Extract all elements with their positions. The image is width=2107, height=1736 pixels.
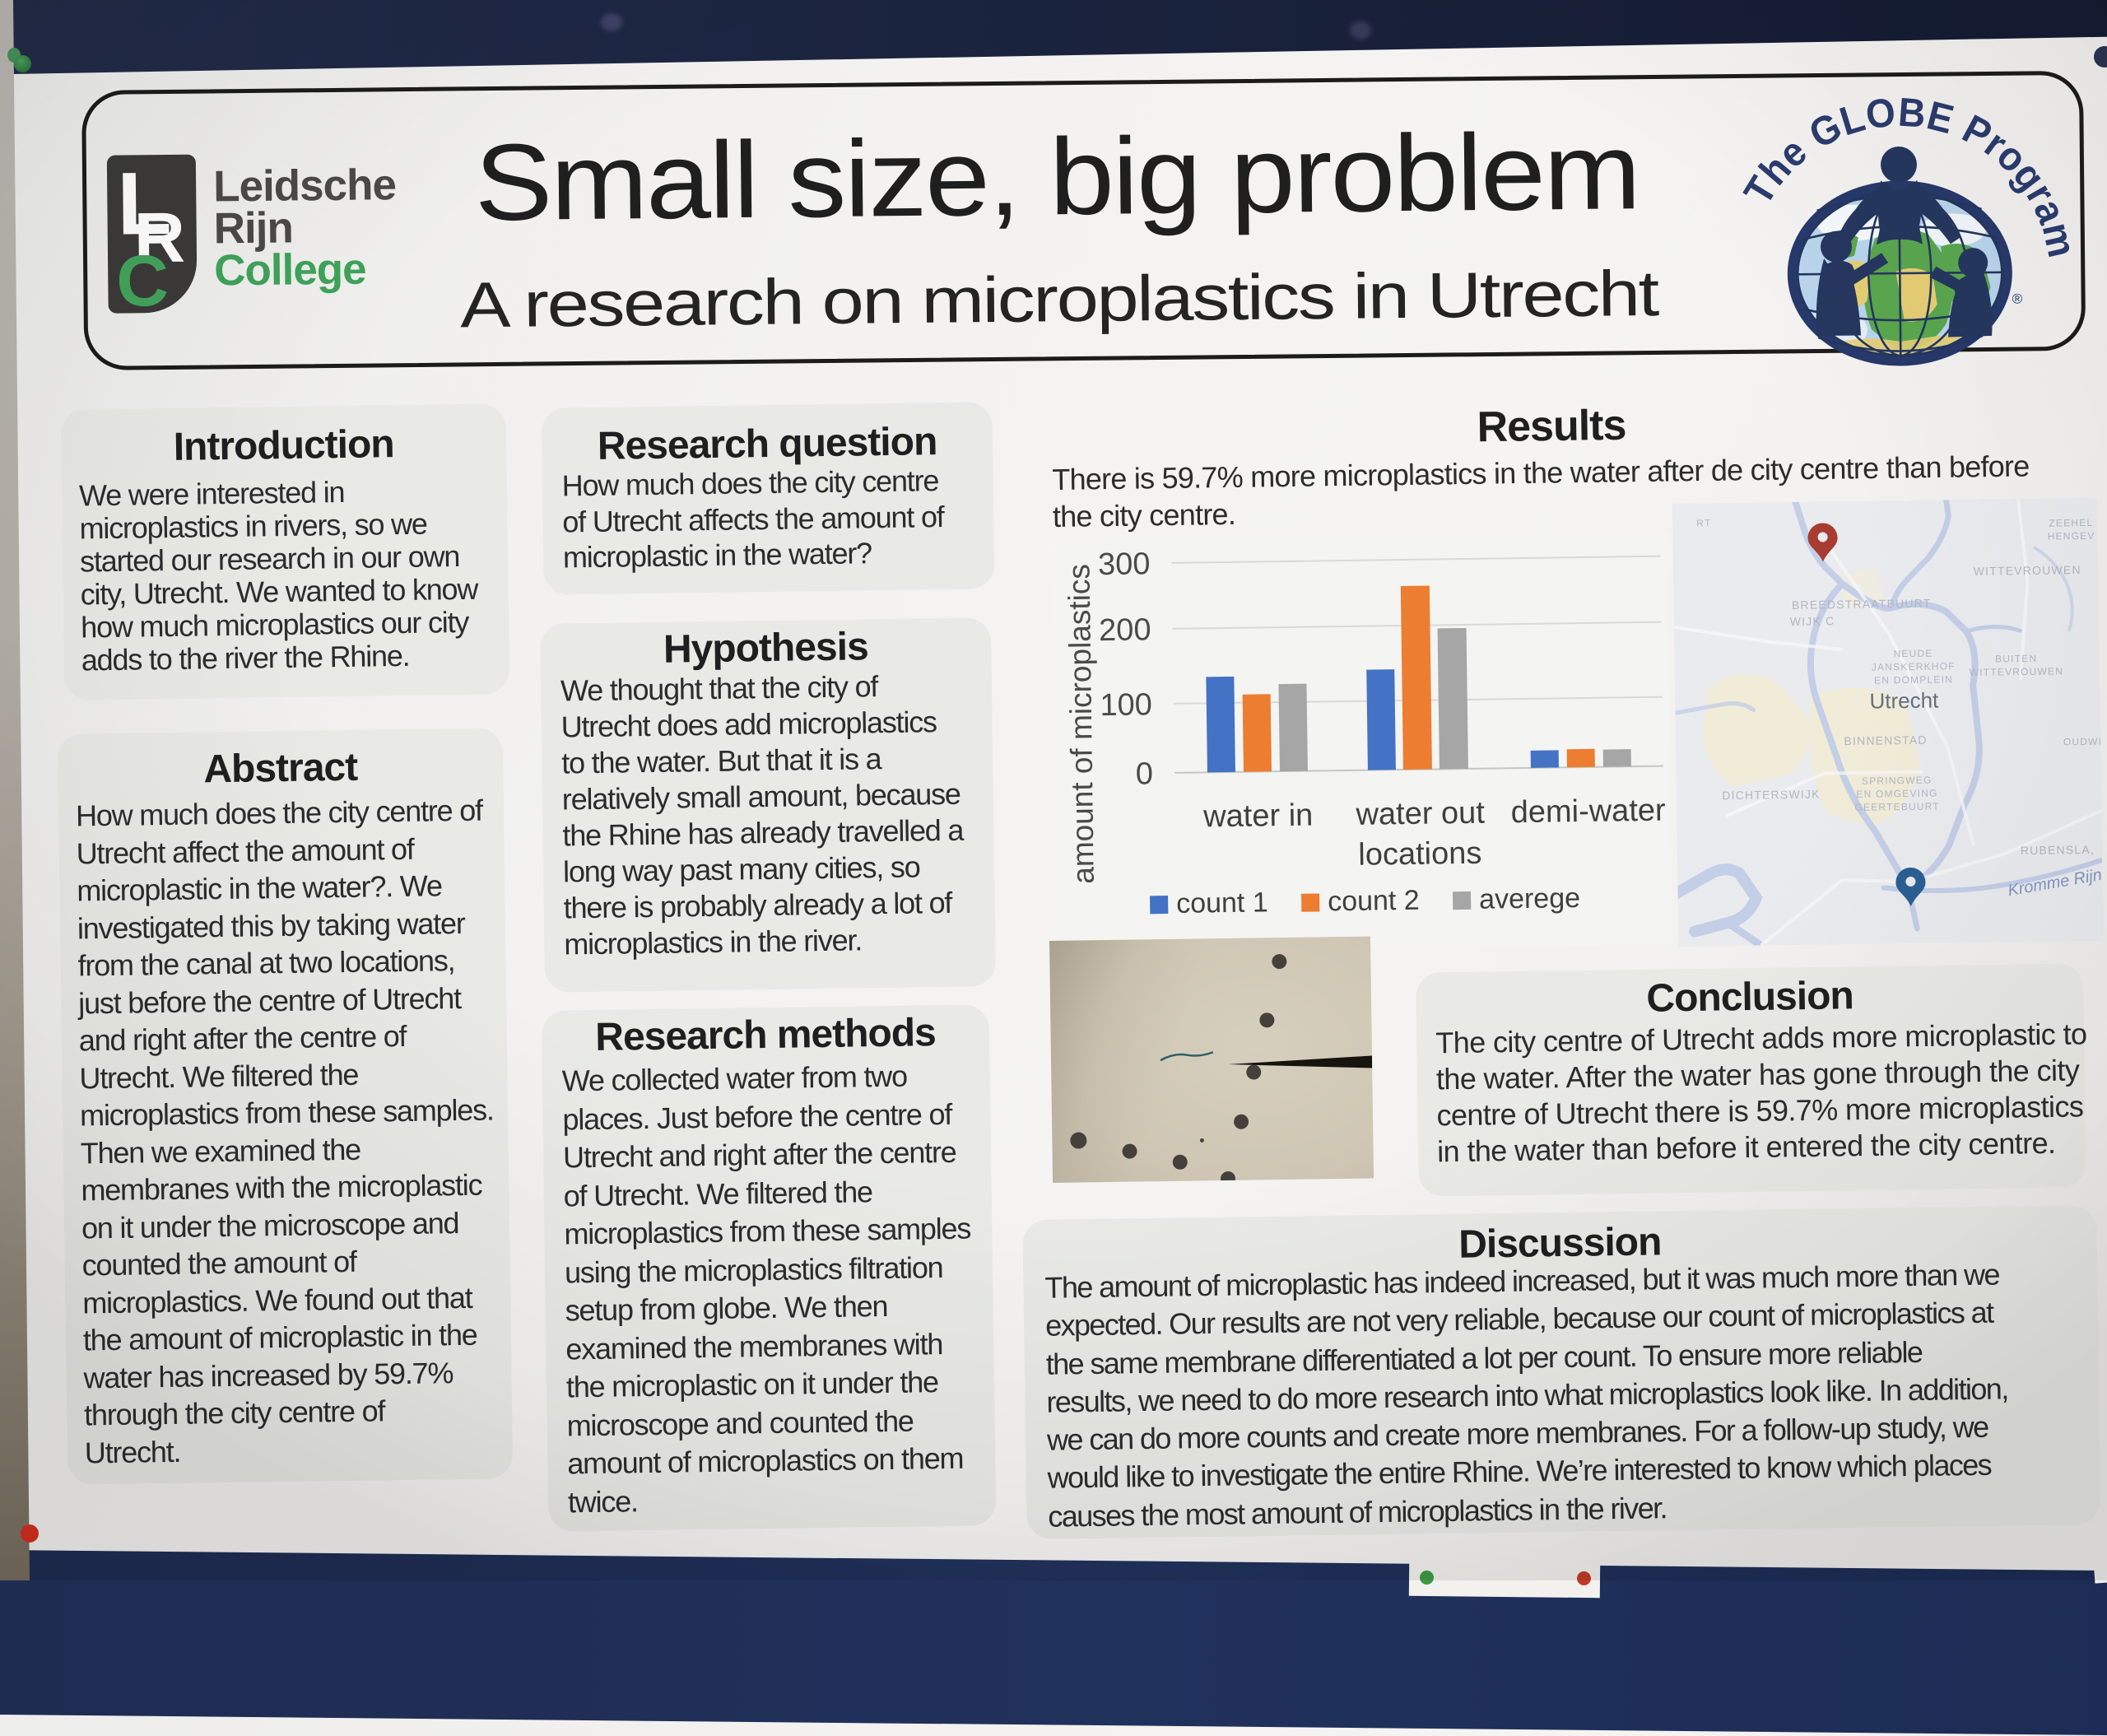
svg-text:ZEEHEL: ZEEHEL bbox=[2049, 517, 2093, 529]
svg-text:count 1: count 1 bbox=[1176, 887, 1268, 919]
svg-text:amount of microplastics: amount of microplastics bbox=[1062, 564, 1100, 884]
svg-text:JANSKERKHOF: JANSKERKHOF bbox=[1872, 660, 1956, 673]
svg-text:BINNENSTAD: BINNENSTAD bbox=[1844, 733, 1927, 747]
svg-text:RUBENSLA,: RUBENSLA, bbox=[2021, 843, 2095, 857]
svg-text:locations: locations bbox=[1358, 836, 1482, 873]
svg-text:water out: water out bbox=[1355, 796, 1485, 832]
svg-text:200: 200 bbox=[1099, 612, 1151, 648]
svg-text:300: 300 bbox=[1098, 547, 1151, 582]
svg-text:EN DOMPLEIN: EN DOMPLEIN bbox=[1874, 673, 1953, 686]
svg-text:®: ® bbox=[2012, 291, 2023, 307]
svg-text:RT: RT bbox=[1696, 517, 1711, 528]
svg-text:HENGEV: HENGEV bbox=[2048, 530, 2095, 542]
svg-text:NEUDE: NEUDE bbox=[1893, 648, 1933, 660]
svg-text:OUDWIJ: OUDWIJ bbox=[2063, 736, 2104, 748]
svg-text:DICHTERSWIJK: DICHTERSWIJK bbox=[1722, 788, 1821, 803]
svg-text:EN OMGEVING: EN OMGEVING bbox=[1856, 788, 1937, 800]
svg-text:GEERTEBUURT: GEERTEBUURT bbox=[1854, 801, 1940, 813]
svg-text:WIJK C: WIJK C bbox=[1790, 614, 1835, 628]
svg-text:demi-water: demi-water bbox=[1510, 794, 1666, 831]
svg-text:SPRINGWEG: SPRINGWEG bbox=[1862, 775, 1933, 787]
svg-text:100: 100 bbox=[1100, 687, 1152, 723]
svg-text:BUITEN: BUITEN bbox=[1995, 653, 2037, 665]
svg-text:water in: water in bbox=[1202, 798, 1314, 835]
svg-text:BREEDSTRAATBUURT: BREEDSTRAATBUURT bbox=[1792, 597, 1932, 612]
svg-text:count 2: count 2 bbox=[1328, 885, 1420, 918]
svg-text:Utrecht: Utrecht bbox=[1869, 688, 1939, 714]
svg-text:WITTEVROUWEN: WITTEVROUWEN bbox=[1970, 665, 2064, 678]
svg-text:WITTEVROUWEN: WITTEVROUWEN bbox=[1974, 563, 2081, 578]
svg-text:0: 0 bbox=[1136, 756, 1154, 791]
svg-text:averege: averege bbox=[1479, 882, 1580, 915]
